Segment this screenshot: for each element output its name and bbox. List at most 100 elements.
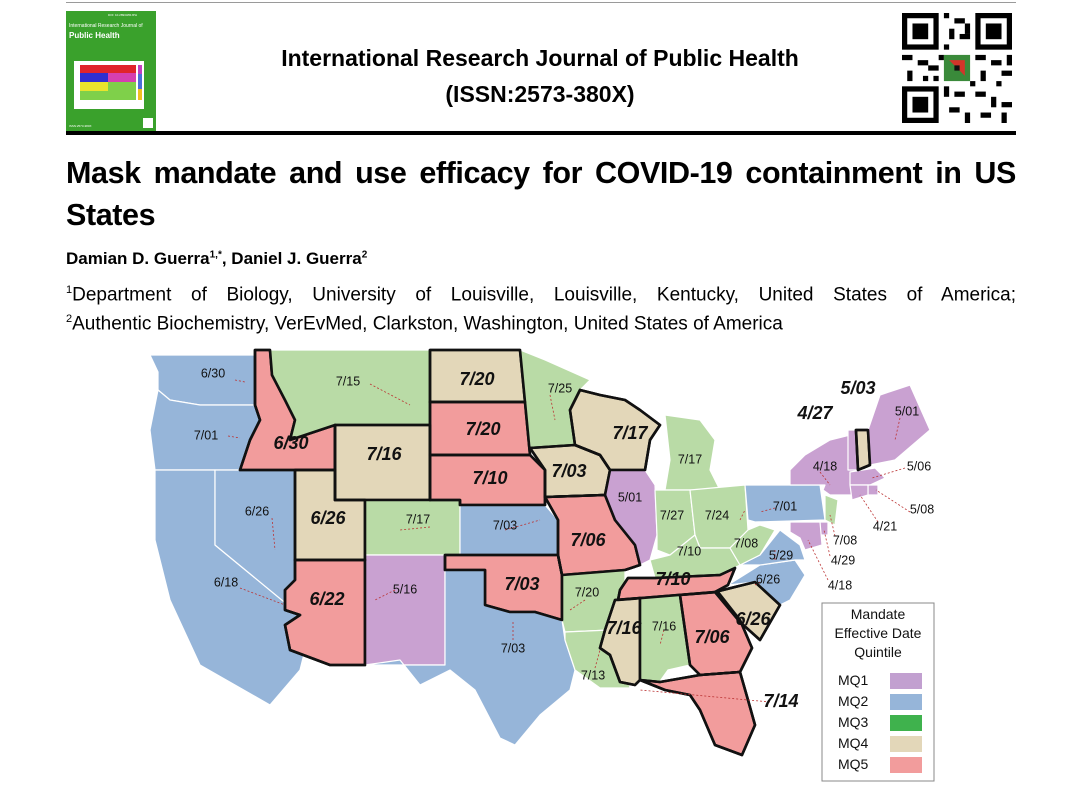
- legend-title-line: Mandate: [851, 606, 906, 622]
- journal-name: International Research Journal of Public…: [281, 45, 799, 71]
- state-date-label-tx: 7/03: [501, 641, 525, 655]
- state-date-label-mi: 7/17: [678, 452, 702, 466]
- state-date-label-pa: 7/01: [773, 499, 797, 513]
- cover-journal-line1: International Research Journal of: [69, 23, 143, 29]
- state-date-label-az: 6/22: [309, 589, 344, 609]
- state-date-label-wy: 7/16: [366, 444, 402, 464]
- state-fl: [638, 670, 757, 757]
- state-co: [364, 499, 461, 556]
- state-md: [789, 521, 823, 551]
- leader-line-ma: [871, 467, 906, 479]
- author-affiliation-mark: 2: [361, 249, 368, 261]
- state-outline-ne: [428, 453, 547, 507]
- state-date-label-la: 7/13: [581, 668, 605, 682]
- state-date-label-wi: 7/17: [612, 423, 648, 443]
- state-date-label-fl: 7/14: [763, 691, 798, 711]
- paper-title: Mask mandate and use efficacy for COVID-…: [66, 156, 1016, 232]
- state-date-label-ks: 7/03: [493, 518, 517, 532]
- leader-line-ca: [239, 587, 286, 606]
- state-date-label-il: 5/01: [618, 490, 642, 504]
- state-date-label-sd: 7/20: [465, 419, 500, 439]
- leader-line-mn: [549, 394, 556, 421]
- leader-line-fl: [639, 689, 771, 703]
- state-date-label-ct: 4/21: [873, 519, 897, 533]
- cover-journal-line2: Public Health: [69, 31, 120, 40]
- state-date-label-ca: 6/18: [214, 575, 238, 589]
- state-date-label-md: 4/18: [828, 578, 852, 592]
- state-outline-nh: [854, 428, 872, 472]
- leader-line-la: [594, 649, 601, 669]
- legend-swatch: [890, 736, 922, 752]
- leader-line-co: [399, 526, 431, 531]
- state-date-label-wa: 6/30: [201, 366, 225, 380]
- qr-code-icon: [902, 13, 1012, 123]
- state-date-label-nc: 6/26: [756, 572, 780, 586]
- us-mask-mandate-map: 6/30 7/01 6/18 6/26 6/30 7/15 7/16 6/26 6/22 7/17…: [149, 348, 935, 782]
- affiliation-text: Authentic Biochemistry, VerEvMed, Clarks…: [72, 313, 783, 335]
- leader-line-de: [823, 529, 831, 557]
- state-date-label-de: 4/29: [831, 553, 855, 567]
- state-va: [739, 529, 806, 566]
- author-list: Damian D. Guerra1,*, Daniel J. Guerra2: [66, 249, 367, 269]
- leader-lines: [227, 379, 911, 703]
- author-name: Daniel J. Guerra: [231, 249, 362, 268]
- state-date-label-me: 5/01: [895, 404, 919, 418]
- state-date-label-ga: 7/06: [694, 627, 730, 647]
- leader-line-ny: [819, 471, 831, 486]
- state-date-label-nh: 5/03: [840, 378, 875, 398]
- affiliation-mark: 1: [66, 284, 73, 296]
- legend-item-label: MQ2: [838, 693, 869, 709]
- legend-item-label: MQ1: [838, 672, 869, 688]
- state-date-labels: 6/30 7/01 6/18 6/26 6/30 7/15 7/16 6/26 6/22 7/17…: [194, 366, 934, 710]
- legend-swatch: [890, 673, 922, 689]
- state-date-label-in: 7/27: [660, 508, 684, 522]
- journal-issn: (ISSN:2573-380X): [445, 81, 635, 107]
- leader-line-ar: [569, 599, 586, 611]
- legend-swatch: [890, 715, 922, 731]
- state-outline-mo: [543, 493, 642, 577]
- author-name: Damian D. Guerra: [66, 249, 210, 268]
- leader-line-wa: [234, 379, 246, 383]
- legend-item-label: MQ4: [838, 735, 869, 751]
- author-affiliation-mark: 1,*: [209, 249, 222, 261]
- state-date-label-mo: 7/06: [570, 530, 606, 550]
- state-date-label-ma: 5/06: [907, 459, 931, 473]
- leader-line-pa: [759, 507, 776, 513]
- leader-line-ct: [859, 494, 879, 523]
- state-date-label-ny: 4/18: [813, 459, 837, 473]
- journal-cover-thumbnail: DOI: 10.28933/IRJPH International Resear…: [66, 11, 156, 131]
- state-date-label-oh: 7/24: [705, 508, 729, 522]
- state-nm: [364, 554, 446, 666]
- header-rule: [66, 131, 1016, 135]
- legend-swatch: [890, 757, 922, 773]
- state-date-label-tn: 7/10: [655, 569, 690, 589]
- leader-line-oh: [739, 509, 746, 521]
- state-wv: [729, 524, 776, 566]
- state-date-label-ky: 7/10: [677, 544, 701, 558]
- state-outline-sc: [713, 580, 782, 642]
- leader-line-nc: [754, 581, 761, 586]
- state-date-label-wv: 7/08: [734, 536, 758, 550]
- state-ma: [849, 467, 886, 486]
- state-date-label-vt: 4/27: [796, 403, 833, 423]
- state-outline-ms: [598, 596, 642, 687]
- leader-line-nj: [829, 514, 836, 537]
- cover-heatmap-image: [74, 61, 144, 109]
- state-date-label-mt: 7/15: [336, 374, 360, 388]
- state-date-label-sc: 6/26: [735, 609, 771, 629]
- state-date-label-al: 7/16: [652, 619, 676, 633]
- state-date-label-id: 6/30: [273, 433, 308, 453]
- state-date-label-mn: 7/25: [548, 381, 572, 395]
- state-outline-wi: [568, 388, 662, 472]
- state-outline-tn: [616, 566, 737, 602]
- state-date-label-or: 7/01: [194, 428, 218, 442]
- top-rule: [66, 2, 1016, 3]
- legend-title-line: Effective Date: [835, 625, 922, 641]
- leader-line-md: [807, 539, 829, 581]
- state-date-label-nm: 5/16: [393, 582, 417, 596]
- affiliation-1: 1Department of Biology, University of Lo…: [66, 284, 1016, 306]
- state-shapes: [149, 348, 931, 757]
- state-outline-ga: [678, 590, 754, 677]
- state-date-label-nj: 7/08: [833, 533, 857, 547]
- state-date-label-nv: 6/26: [245, 504, 269, 518]
